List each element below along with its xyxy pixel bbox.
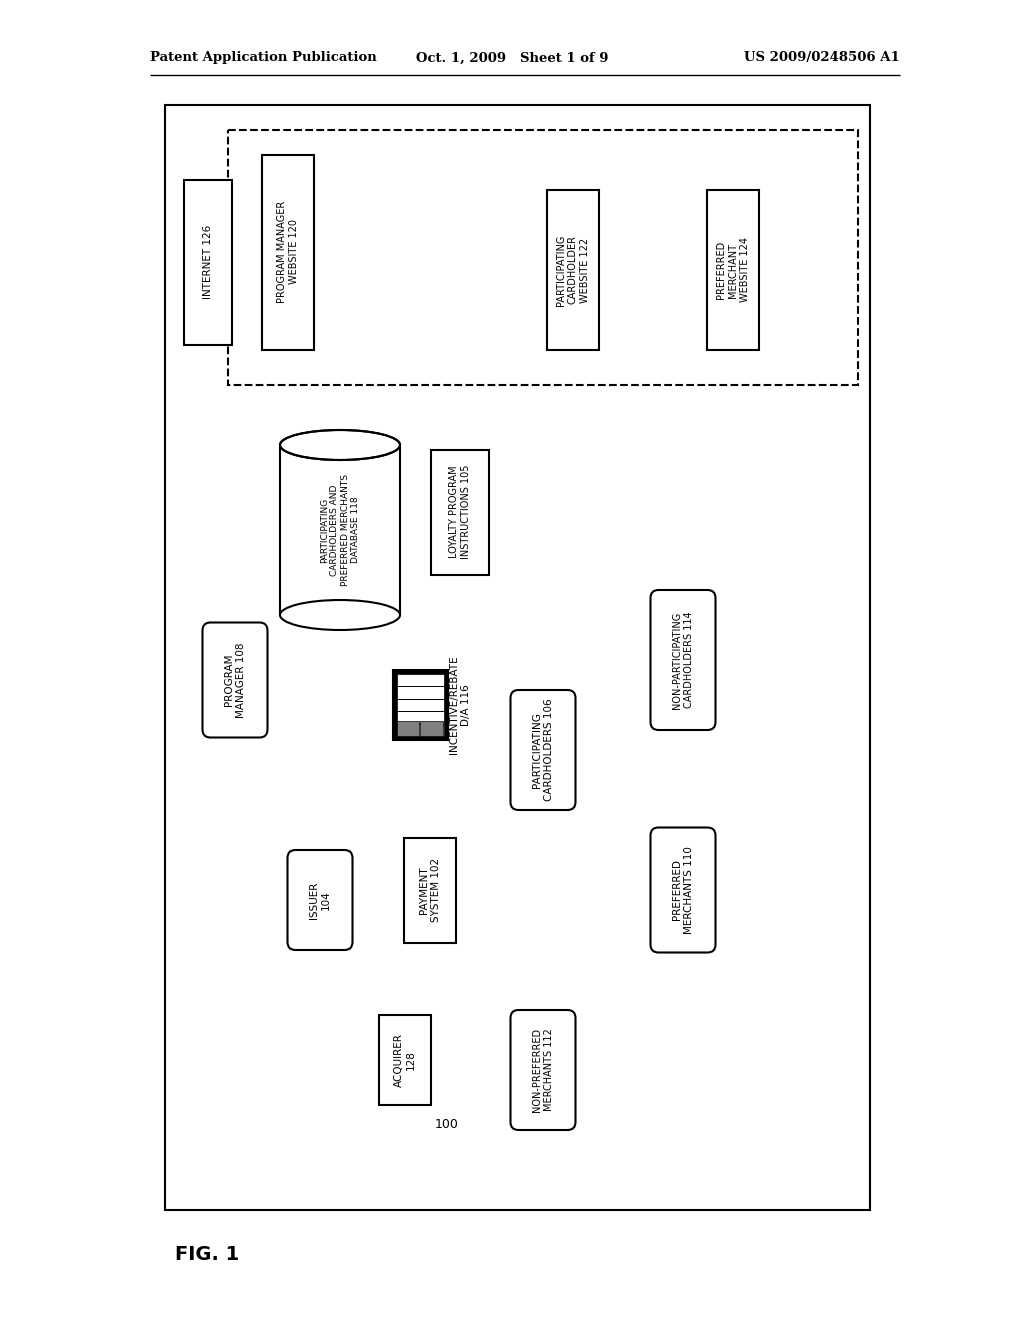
Text: PREFERRED
MERCHANT
WEBSITE 124: PREFERRED MERCHANT WEBSITE 124	[717, 238, 750, 302]
Text: PARTICIPATING
CARDHOLDERS AND
PREFERRED MERCHANTS
DATABASE 118: PARTICIPATING CARDHOLDERS AND PREFERRED …	[319, 474, 360, 586]
Ellipse shape	[280, 601, 400, 630]
Text: FIG. 1: FIG. 1	[175, 1246, 240, 1265]
Text: ISSUER
104: ISSUER 104	[309, 882, 331, 919]
Bar	[392, 671, 447, 741]
Text: PROGRAM MANAGER
WEBSITE 120: PROGRAM MANAGER WEBSITE 120	[278, 201, 299, 304]
Text: PARTICIPATING
CARDHOLDERS 106: PARTICIPATING CARDHOLDERS 106	[532, 698, 554, 801]
Bar	[165, 106, 870, 1210]
FancyBboxPatch shape	[511, 690, 575, 810]
Text: PROGRAM
MANAGER 108: PROGRAM MANAGER 108	[224, 643, 246, 718]
Text: 100: 100	[435, 1118, 459, 1131]
Text: NON-PARTICIPATING
CARDHOLDERS 114: NON-PARTICIPATING CARDHOLDERS 114	[672, 611, 694, 709]
Bar	[379, 1015, 431, 1105]
Text: Oct. 1, 2009   Sheet 1 of 9: Oct. 1, 2009 Sheet 1 of 9	[416, 51, 608, 65]
Bar	[404, 837, 456, 942]
FancyBboxPatch shape	[511, 1010, 575, 1130]
Bar	[184, 180, 232, 345]
Bar	[280, 445, 400, 615]
FancyBboxPatch shape	[288, 850, 352, 950]
Text: NON-PREFERRED
MERCHANTS 112: NON-PREFERRED MERCHANTS 112	[532, 1028, 554, 1111]
FancyBboxPatch shape	[650, 590, 716, 730]
Bar	[262, 154, 314, 350]
Bar	[420, 721, 442, 737]
Text: US 2009/0248506 A1: US 2009/0248506 A1	[744, 51, 900, 65]
Text: PREFERRED
MERCHANTS 110: PREFERRED MERCHANTS 110	[672, 846, 694, 935]
Bar	[396, 721, 419, 737]
Text: LOYALTY PROGRAM
INSTRUCTIONS 105: LOYALTY PROGRAM INSTRUCTIONS 105	[450, 465, 471, 560]
Bar	[707, 190, 759, 350]
Bar	[547, 190, 599, 350]
Bar	[431, 450, 489, 574]
Text: PARTICIPATING
CARDHOLDER
WEBSITE 122: PARTICIPATING CARDHOLDER WEBSITE 122	[556, 235, 590, 306]
FancyBboxPatch shape	[650, 828, 716, 953]
Text: Patent Application Publication: Patent Application Publication	[150, 51, 377, 65]
Bar	[228, 129, 858, 385]
Text: ACQUIRER
128: ACQUIRER 128	[394, 1034, 416, 1086]
Text: INTERNET 126: INTERNET 126	[203, 224, 213, 300]
Ellipse shape	[280, 430, 400, 459]
Text: INCENTIVE/REBATE
D/A 116: INCENTIVE/REBATE D/A 116	[450, 656, 471, 754]
Bar	[396, 675, 443, 737]
Text: PAYMENT
SYSTEM 102: PAYMENT SYSTEM 102	[419, 858, 440, 923]
FancyBboxPatch shape	[203, 623, 267, 738]
